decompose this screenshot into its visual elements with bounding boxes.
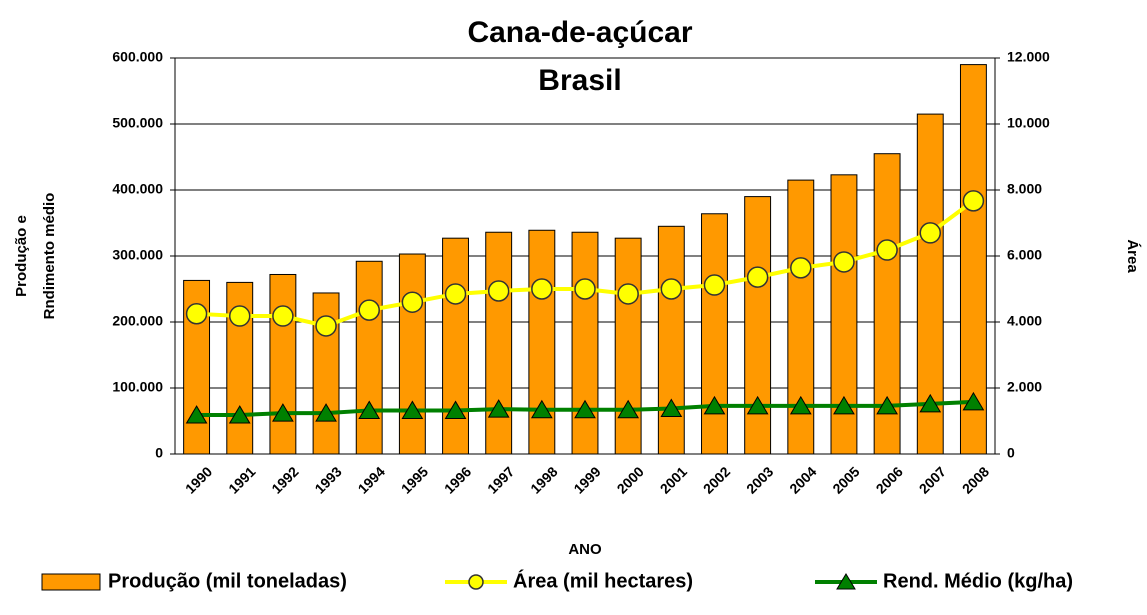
- point: [358, 400, 381, 419]
- x-tick-label: 1996: [441, 463, 474, 496]
- legend-label: Produção (mil toneladas): [108, 570, 347, 592]
- legend-marker: [836, 573, 856, 590]
- bar: [442, 237, 469, 455]
- point: [487, 280, 510, 302]
- point: [574, 278, 596, 300]
- y2-tick-label: 12.000: [1007, 49, 1050, 65]
- x-tick-label: 2004: [786, 463, 819, 496]
- x-tick-label: 2001: [657, 463, 690, 496]
- x-tick-label: 2005: [829, 463, 862, 496]
- point: [401, 400, 424, 419]
- bar: [528, 229, 556, 455]
- y-axis-label: Produção e: [13, 215, 30, 297]
- point: [185, 303, 208, 325]
- y2-tick-label: 6.000: [1007, 247, 1042, 263]
- point: [487, 399, 510, 418]
- legend-label: Rend. Médio (kg/ha): [883, 570, 1073, 592]
- x-tick-label: 1997: [484, 463, 517, 496]
- y-tick-label: 400.000: [112, 181, 163, 197]
- point: [919, 393, 942, 413]
- point: [876, 239, 898, 261]
- x-tick-label: 2002: [700, 463, 733, 496]
- point: [660, 278, 683, 300]
- x-tick-label: 2006: [873, 463, 906, 496]
- bar: [614, 237, 642, 455]
- y2-axis-label: Área: [1124, 239, 1141, 273]
- point: [444, 400, 467, 419]
- y-tick-label: 300.000: [112, 247, 163, 263]
- y-tick-label: 200.000: [112, 313, 163, 329]
- y2-tick-label: 4.000: [1007, 313, 1042, 329]
- point: [919, 222, 942, 244]
- x-tick-label: 1992: [268, 463, 301, 496]
- bar: [744, 196, 772, 455]
- y2-tick-label: 8.000: [1007, 181, 1042, 197]
- point: [790, 257, 812, 279]
- point: [746, 395, 769, 415]
- chart-title: Cana-de-açúcar: [467, 16, 692, 49]
- x-tick-label: 2000: [614, 463, 647, 496]
- bar: [355, 260, 383, 455]
- chart-subtitle: Brasil: [538, 64, 621, 97]
- point: [833, 251, 855, 273]
- x-axis-label: ANO: [568, 541, 602, 558]
- point: [617, 283, 639, 305]
- x-tick-label: 2007: [916, 463, 949, 496]
- bar: [571, 231, 599, 455]
- x-tick-label: 1993: [311, 463, 344, 496]
- point: [789, 395, 812, 415]
- bar: [701, 213, 728, 455]
- bar: [959, 64, 987, 455]
- point: [530, 399, 553, 419]
- point: [358, 299, 380, 321]
- y-axis-label: Rndimento médio: [41, 193, 58, 320]
- legend-marker: [468, 574, 484, 590]
- point: [703, 395, 726, 415]
- point: [444, 283, 467, 305]
- y2-tick-label: 0: [1007, 445, 1015, 461]
- bar: [269, 273, 297, 455]
- point: [315, 315, 337, 337]
- bar: [398, 253, 426, 455]
- bar: [485, 231, 513, 455]
- point: [833, 395, 855, 415]
- point: [401, 291, 424, 313]
- x-tick-label: 1994: [355, 463, 388, 496]
- y-tick-label: 100.000: [112, 379, 163, 395]
- x-tick-label: 1990: [182, 463, 215, 496]
- point: [962, 391, 985, 411]
- y2-tick-label: 10.000: [1007, 115, 1050, 131]
- legend-label: Área (mil hectares): [513, 569, 693, 592]
- x-tick-label: 2003: [743, 463, 776, 496]
- point: [746, 266, 769, 288]
- point: [272, 305, 294, 327]
- x-tick-label: 1999: [570, 463, 603, 496]
- y-tick-label: 600.000: [112, 49, 163, 65]
- x-tick-label: 1991: [225, 463, 258, 496]
- point: [272, 403, 294, 422]
- point: [617, 399, 640, 419]
- x-tick-label: 2008: [959, 463, 992, 496]
- point: [228, 305, 251, 327]
- point: [876, 395, 898, 415]
- point: [185, 405, 208, 424]
- point: [962, 190, 985, 212]
- x-tick-label: 1998: [527, 463, 560, 496]
- y-tick-label: 0: [155, 445, 163, 461]
- legend-swatch: [41, 573, 101, 591]
- point: [531, 278, 553, 300]
- y2-tick-label: 2.000: [1007, 379, 1042, 395]
- x-tick-label: 1995: [398, 463, 431, 496]
- point: [660, 398, 683, 417]
- y-tick-label: 500.000: [112, 115, 163, 131]
- point: [228, 405, 251, 424]
- bar: [657, 225, 685, 455]
- point: [574, 399, 596, 419]
- point: [703, 274, 726, 296]
- point: [315, 403, 337, 422]
